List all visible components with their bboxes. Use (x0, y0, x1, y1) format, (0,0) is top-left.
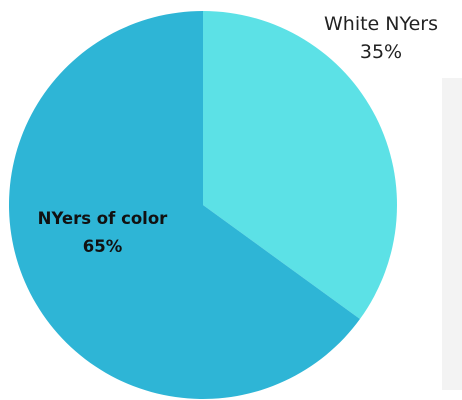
side-panel (442, 78, 462, 390)
pie-slice-nyers-of-color (9, 11, 360, 400)
slice-label-white-nyers-category: White NYers (324, 13, 438, 35)
slice-label-white-nyers-value: 35% (359, 41, 403, 63)
slice-label-nyers-of-color-category: NYers of color (37, 209, 168, 228)
slice-label-white-nyers: White NYers 35% (296, 10, 462, 66)
slice-label-nyers-of-color-value: 65% (82, 237, 123, 256)
pie-slice-white-nyers (203, 11, 398, 320)
slice-label-nyers-of-color: NYers of color 65% (10, 205, 195, 261)
